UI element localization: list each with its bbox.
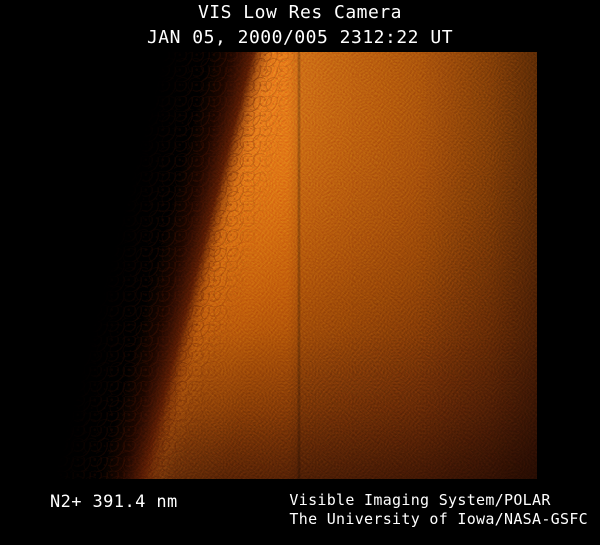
- instrument-title: VIS Low Res Camera: [197, 2, 403, 23]
- credits-line-institution: The University of Iowa/NASA-GSFC: [289, 510, 588, 528]
- emission-line-label: N2+ 391.4 nm: [50, 492, 178, 512]
- bottom-vignette: [57, 329, 537, 479]
- header: VIS Low Res Camera JAN 05, 2000/005 2312…: [0, 0, 600, 50]
- credits-line-instrument: Visible Imaging System/POLAR: [289, 491, 551, 509]
- camera-image: [57, 52, 537, 479]
- timestamp-line: JAN 05, 2000/005 2312:22 UT: [146, 27, 454, 48]
- credits-block: Visible Imaging System/POLAR The Univers…: [289, 491, 588, 529]
